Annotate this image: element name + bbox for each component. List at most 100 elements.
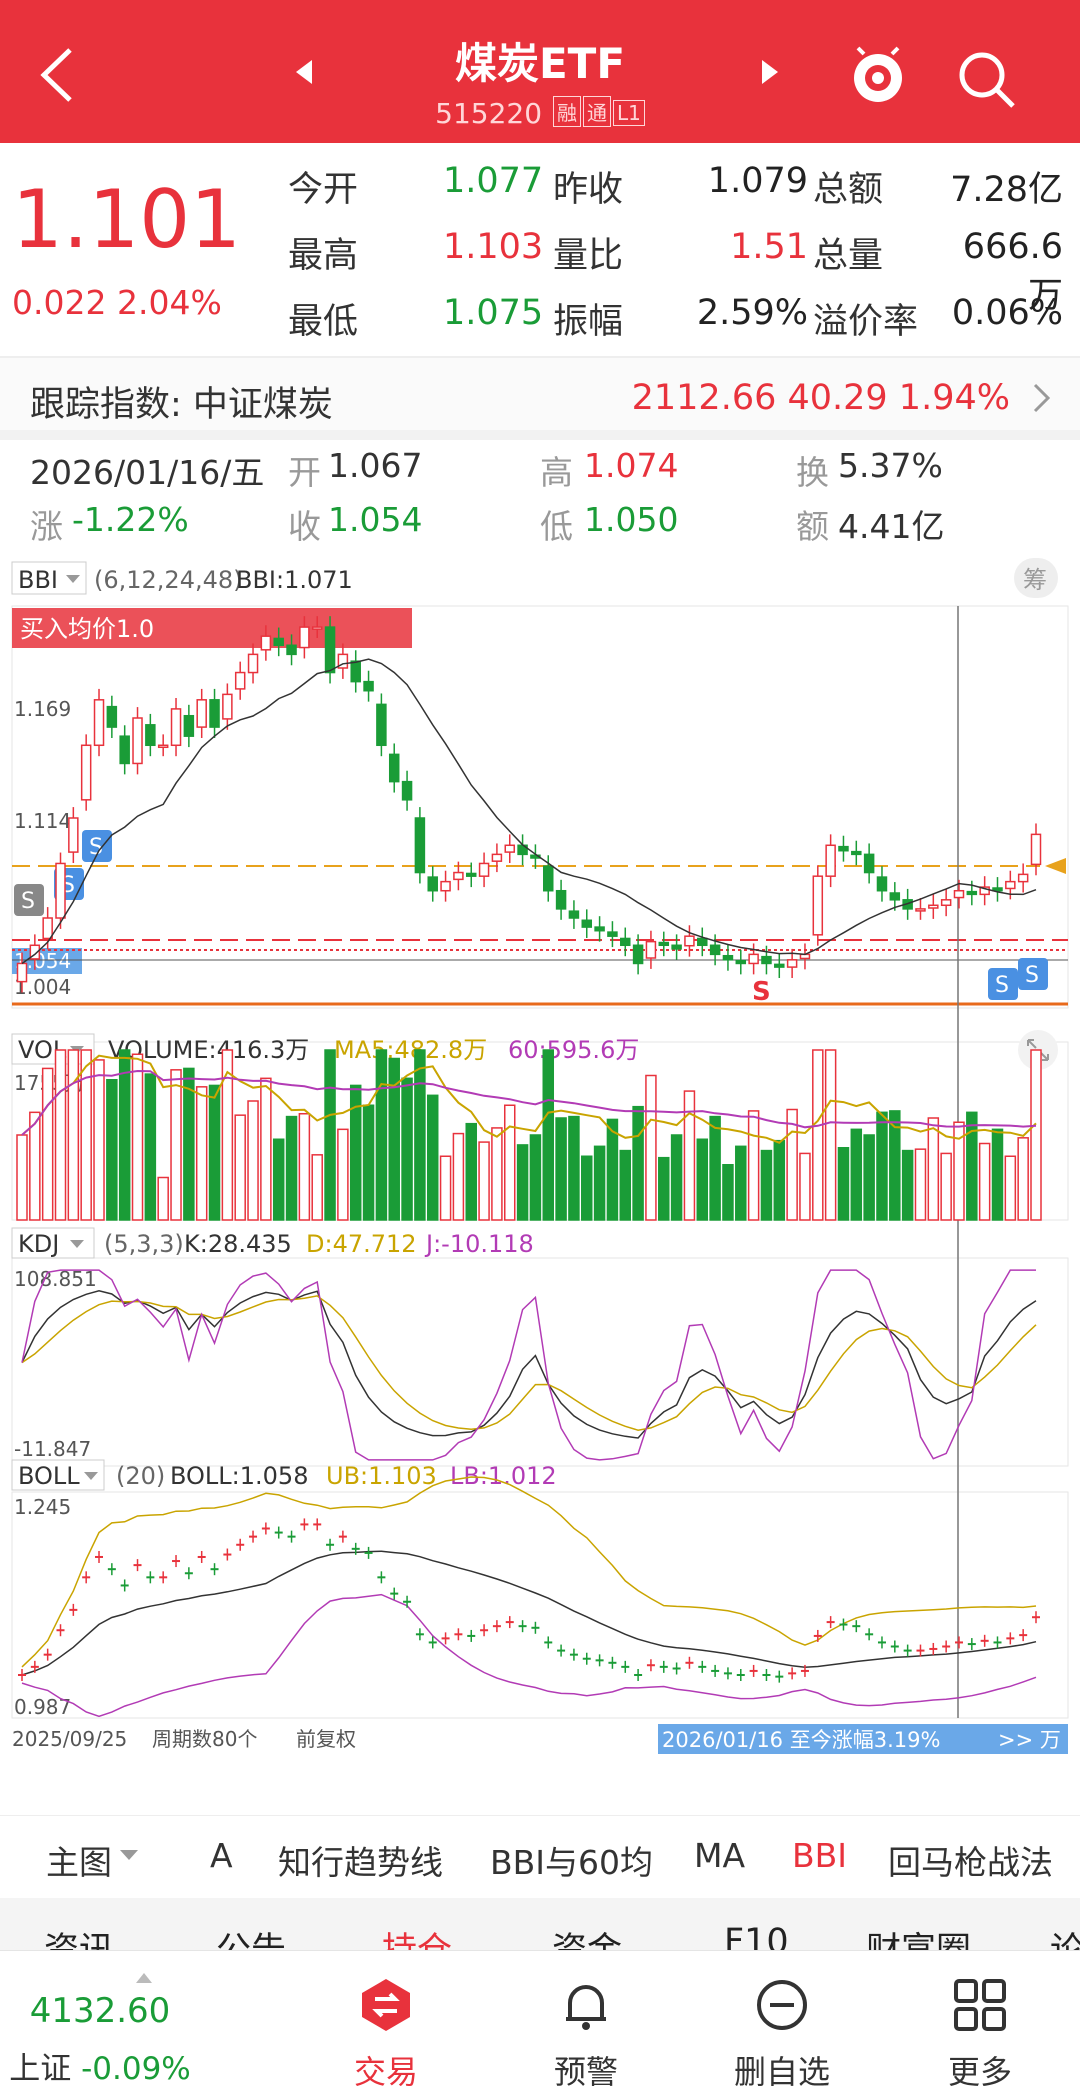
volume-bar bbox=[953, 1121, 965, 1221]
tab-huimaqiang[interactable]: 回马枪战法 bbox=[888, 1843, 1053, 1882]
tab-ma[interactable]: MA bbox=[694, 1836, 746, 1875]
volume-bar bbox=[67, 1049, 80, 1221]
candle-body bbox=[607, 931, 618, 937]
volume-bar bbox=[555, 1117, 567, 1221]
expand-icon bbox=[1027, 1039, 1049, 1061]
candle-body bbox=[132, 717, 143, 765]
candle-body bbox=[234, 671, 246, 690]
indicator-tab-bar: 主图 A 知行趋势线 BBI与60均 MA BBI 回马枪战法 bbox=[0, 1815, 1080, 1890]
index-value: 4132.60 bbox=[29, 1991, 171, 2031]
volume-bar bbox=[465, 1122, 477, 1221]
volume-bar bbox=[799, 1152, 811, 1221]
volume-bar bbox=[1030, 1049, 1042, 1221]
trade-button[interactable]: 交易 bbox=[316, 1951, 456, 2098]
candle-body bbox=[594, 926, 605, 932]
prev-stock-icon[interactable] bbox=[296, 60, 312, 84]
kline-chart[interactable]: BBI (6,12,24,48) BBI:1.071 筹 买入均价1.0 1.1… bbox=[0, 548, 1080, 1810]
candle-body bbox=[838, 845, 849, 852]
chart-period-count: 周期数80个 bbox=[152, 1727, 257, 1751]
minus-circle-icon bbox=[757, 1980, 807, 2030]
day-close: 1.054 bbox=[328, 500, 423, 539]
kdj-min-tick: -11.847 bbox=[14, 1437, 91, 1461]
day-high-label: 高 bbox=[540, 453, 573, 492]
range-gain-box[interactable] bbox=[658, 1724, 1068, 1754]
chip-button[interactable] bbox=[1014, 558, 1058, 598]
quote-grid: 今开 1.077 昨收 1.079 总额 7.28亿 最高 1.103 量比 1… bbox=[288, 161, 1068, 359]
robot-assistant-icon[interactable] bbox=[848, 46, 908, 108]
sell-badge[interactable] bbox=[988, 968, 1018, 1000]
boll-lb: LB:1.012 bbox=[450, 1462, 557, 1490]
volume-bar bbox=[760, 1149, 773, 1221]
sell-badge-gray[interactable] bbox=[14, 884, 44, 916]
tab-funds[interactable]: 资金 bbox=[552, 1922, 622, 1950]
tab-holdings[interactable]: 持仓 bbox=[382, 1922, 452, 1950]
volume-bar bbox=[311, 1154, 323, 1221]
prev-close-label: 昨收 bbox=[553, 170, 624, 210]
candle-body bbox=[29, 944, 41, 960]
volume-bar bbox=[940, 1152, 952, 1221]
kdj-indicator-name: KDJ bbox=[18, 1230, 59, 1258]
volume-bar bbox=[16, 1134, 28, 1221]
candle-body bbox=[465, 872, 477, 877]
tab-wealth-circle[interactable]: 财富圈 bbox=[866, 1922, 971, 1950]
tab-notice[interactable]: 公告 bbox=[216, 1922, 286, 1950]
kdj-d-line bbox=[21, 1295, 1037, 1431]
candle-body bbox=[337, 653, 349, 669]
y-tick-2: 1.114 bbox=[14, 809, 71, 833]
candle-body bbox=[1005, 880, 1016, 890]
candle-body bbox=[645, 940, 657, 959]
day-date: 2026/01/16/五 bbox=[30, 453, 265, 492]
alert-button[interactable]: 预警 bbox=[516, 1951, 656, 2098]
volume-bar bbox=[337, 1128, 349, 1221]
avg-price-label: 买入均价1.0 bbox=[20, 615, 154, 643]
kdj-k-line bbox=[21, 1290, 1037, 1439]
tab-bbi[interactable]: BBI bbox=[792, 1836, 848, 1875]
volume-bar bbox=[298, 1113, 311, 1221]
volume-bar bbox=[170, 1069, 182, 1221]
index-ticker[interactable]: 4132.60 上证 -0.09% bbox=[0, 1951, 200, 2098]
candle-body bbox=[311, 626, 323, 630]
more-button[interactable]: 更多 bbox=[910, 1951, 1050, 2098]
tab-news[interactable]: 资讯 bbox=[44, 1922, 114, 1950]
tracking-index-row[interactable]: 跟踪指数: 中证煤炭 2112.66 40.29 1.94% bbox=[0, 356, 1080, 440]
next-stock-icon[interactable] bbox=[762, 60, 778, 84]
volume-ratio-value: 1.51 bbox=[730, 227, 808, 267]
candle-body bbox=[440, 880, 451, 892]
range-gain-button[interactable]: >> 万 bbox=[998, 1728, 1061, 1752]
sell-badge[interactable] bbox=[1018, 958, 1048, 990]
volume-bar bbox=[632, 1105, 644, 1221]
volume-label: 总量 bbox=[813, 236, 884, 276]
candle-body bbox=[748, 953, 759, 965]
volume-bar bbox=[837, 1147, 850, 1221]
volume-bar bbox=[144, 1073, 157, 1221]
volume-bar bbox=[208, 1084, 221, 1221]
candle-body bbox=[774, 963, 785, 968]
volume-bar bbox=[183, 1067, 195, 1221]
change-pct: 2.04% bbox=[116, 283, 222, 322]
stock-code-line: 515220 融通 L1 bbox=[0, 96, 1080, 130]
candle-body bbox=[876, 876, 888, 892]
remove-watchlist-button[interactable]: 删自选 bbox=[712, 1951, 852, 2098]
margin-tag: 融 bbox=[552, 96, 581, 127]
sell-badge-text: S bbox=[995, 973, 1009, 998]
candle-body bbox=[735, 959, 747, 965]
tracking-index-label: 跟踪指数: 中证煤炭 bbox=[30, 385, 333, 425]
sell-badge[interactable] bbox=[82, 830, 112, 862]
tab-a[interactable]: A bbox=[210, 1836, 233, 1875]
kdj-j: J:-10.118 bbox=[424, 1230, 534, 1258]
tab-f10[interactable]: F10 bbox=[724, 1922, 789, 1950]
candle-body bbox=[543, 865, 554, 892]
volume-bar bbox=[41, 1067, 54, 1221]
tab-zhixing[interactable]: 知行趋势线 bbox=[278, 1843, 443, 1882]
search-icon[interactable] bbox=[955, 48, 1017, 110]
candle-body bbox=[761, 955, 772, 965]
candle-body bbox=[196, 699, 207, 728]
back-icon[interactable] bbox=[34, 44, 86, 106]
candle-body bbox=[632, 944, 644, 965]
stock-title: 煤炭ETF bbox=[454, 39, 626, 88]
tab-discuss[interactable]: 论 bbox=[1050, 1922, 1080, 1950]
tab-main-chart[interactable]: 主图 bbox=[46, 1843, 112, 1882]
tab-bbi-60[interactable]: BBI与60均 bbox=[490, 1843, 654, 1882]
day-low-label: 低 bbox=[540, 507, 573, 546]
candle-body bbox=[722, 954, 734, 961]
